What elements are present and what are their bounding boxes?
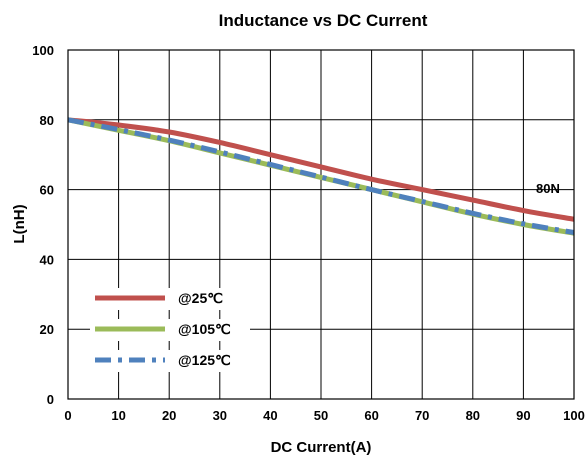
- y-tick-label: 40: [40, 252, 54, 267]
- series-line-0: [67, 117, 575, 222]
- x-tick-label: 0: [64, 408, 71, 423]
- chart-title: Inductance vs DC Current: [219, 11, 428, 30]
- legend: @25℃ @105℃ @125℃: [90, 288, 250, 372]
- y-tick-label: 100: [32, 43, 54, 58]
- series-line-1: [67, 117, 575, 236]
- plot-frame: [67, 49, 575, 400]
- x-axis-label: DC Current(A): [271, 439, 372, 456]
- y-tick-label: 80: [40, 113, 54, 128]
- x-tick-label: 30: [213, 408, 227, 423]
- x-tick-label: 80: [466, 408, 480, 423]
- x-tick-label: 90: [516, 408, 530, 423]
- legend-label-2: @125℃: [178, 352, 231, 368]
- legend-label-1: @105℃: [178, 321, 231, 337]
- annotation-80n: 80N: [536, 181, 560, 196]
- legend-label-0: @25℃: [178, 290, 223, 306]
- grid-lines: [67, 49, 575, 400]
- x-tick-label: 50: [314, 408, 328, 423]
- x-tick-label: 100: [563, 408, 585, 423]
- y-axis-label: L(nH): [11, 204, 28, 243]
- legend-bg: [90, 288, 250, 310]
- x-tick-label: 40: [263, 408, 277, 423]
- legend-bg: [90, 319, 250, 341]
- series-group: [67, 117, 575, 236]
- y-tick-label: 20: [40, 322, 54, 337]
- y-tick-label: 60: [40, 183, 54, 198]
- tick-labels: 0 10 20 30 40 50 60 70 80 90 100 0 20 40 60 80 100: [32, 43, 585, 423]
- x-tick-label: 60: [364, 408, 378, 423]
- x-tick-label: 70: [415, 408, 429, 423]
- y-tick-label: 0: [47, 392, 54, 407]
- legend-bg: [90, 350, 250, 372]
- x-tick-label: 10: [111, 408, 125, 423]
- x-tick-label: 20: [162, 408, 176, 423]
